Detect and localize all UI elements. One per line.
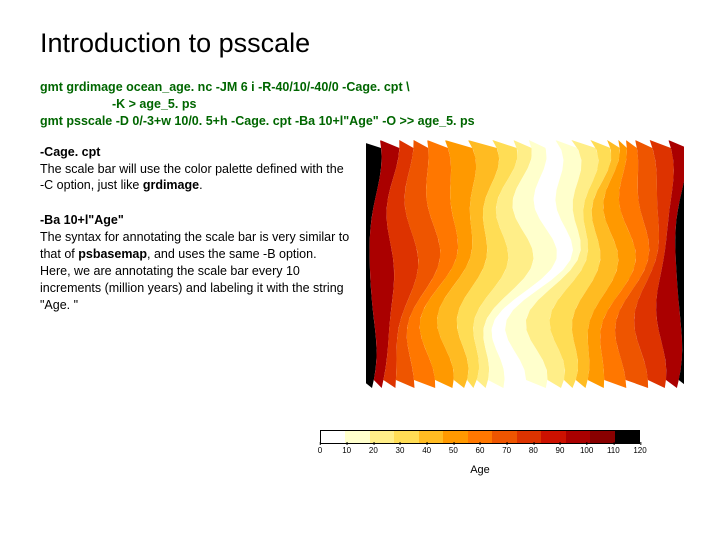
code-line-1: gmt grdimage ocean_age. nc -JM 6 i -R-40… xyxy=(40,79,680,96)
page-title: Introduction to psscale xyxy=(40,28,680,59)
code-block: gmt grdimage ocean_age. nc -JM 6 i -R-40… xyxy=(40,79,680,130)
flag-cage: -Cage. cpt xyxy=(40,144,350,161)
flag-ba: -Ba 10+l"Age" xyxy=(40,212,350,229)
ocean-age-map xyxy=(366,140,684,388)
code-line-2: -K > age_5. ps xyxy=(40,96,196,113)
para1-text-b: . xyxy=(199,178,202,192)
content-row: -Cage. cpt The scale bar will use the co… xyxy=(40,144,680,332)
code-line-3: gmt psscale -D 0/-3+w 10/0. 5+h -Cage. c… xyxy=(40,113,680,130)
scalebar-ticks: 0102030405060708090100110120 xyxy=(320,444,640,464)
map-image xyxy=(366,144,680,332)
para1-bold: grdimage xyxy=(143,178,199,192)
color-scalebar: 0102030405060708090100110120 Age xyxy=(320,430,640,476)
para2-bold: psbasemap xyxy=(78,247,147,261)
text-column: -Cage. cpt The scale bar will use the co… xyxy=(40,144,350,332)
scalebar-label: Age xyxy=(320,464,640,476)
paragraph-cage: -Cage. cpt The scale bar will use the co… xyxy=(40,144,350,195)
paragraph-ba: -Ba 10+l"Age" The syntax for annotating … xyxy=(40,212,350,313)
